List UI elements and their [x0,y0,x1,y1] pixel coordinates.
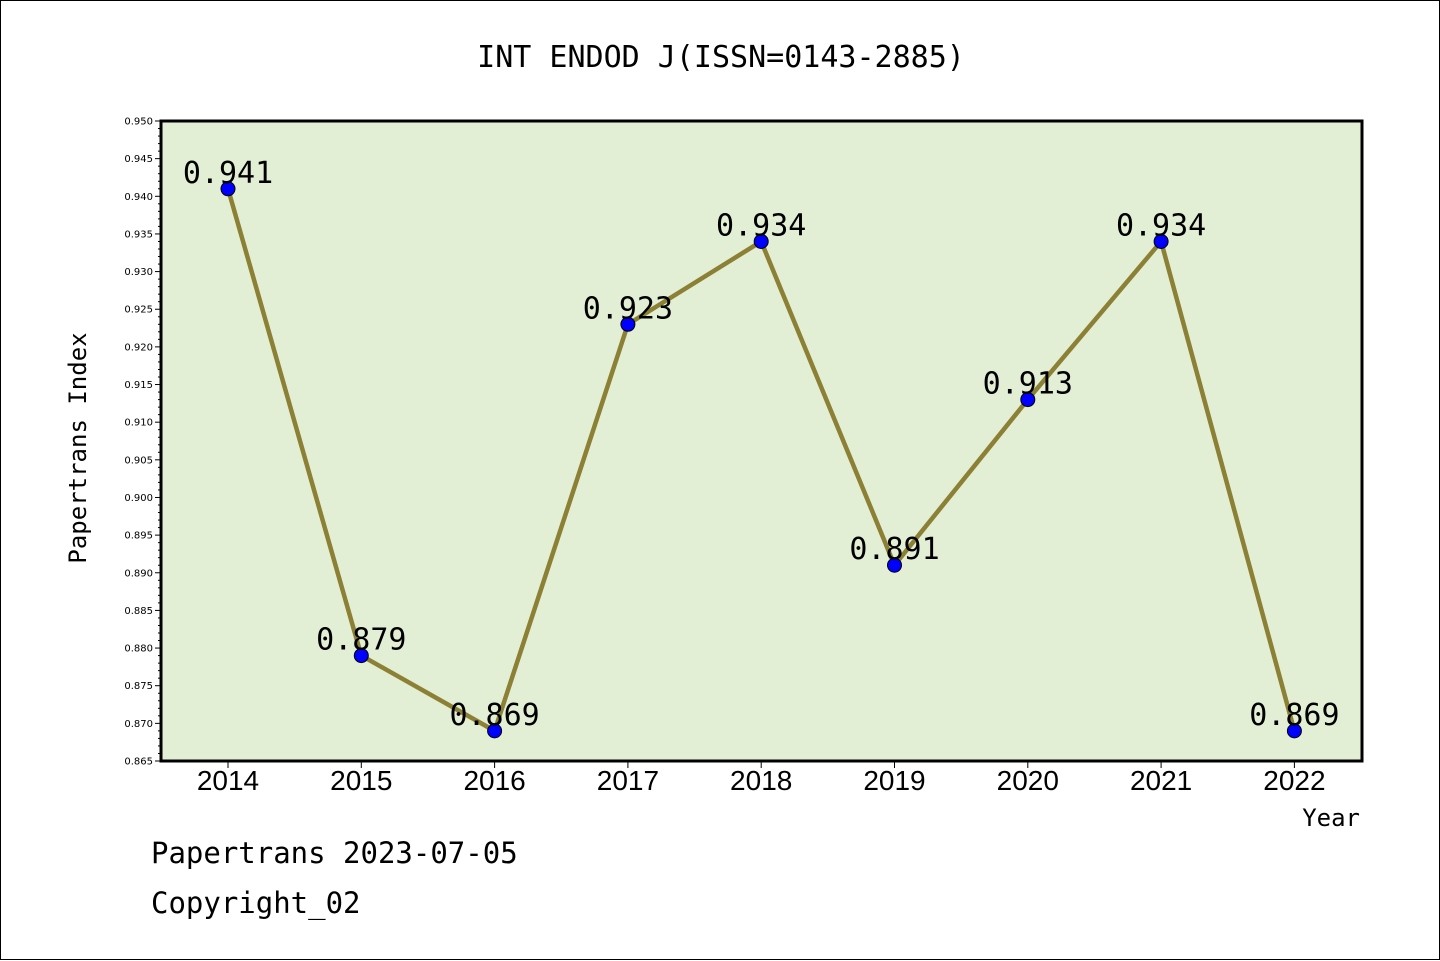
data-label: 0.941 [183,156,273,191]
y-tick-label: 0.865 [124,757,153,768]
x-axis-label: Year [1302,804,1360,832]
data-label: 0.891 [849,532,939,567]
y-tick-label: 0.940 [124,192,153,203]
y-tick-label: 0.875 [124,681,153,692]
data-point [620,316,636,332]
y-tick-label: 0.900 [124,493,153,504]
footer-copyright: Copyright_02 [151,886,361,920]
data-point [1020,392,1036,408]
data-label: 0.869 [449,698,539,733]
y-tick-label: 0.915 [124,380,153,391]
x-tick-label: 2018 [730,765,792,796]
x-tick-label: 2016 [463,765,525,796]
x-tick-label: 2020 [997,765,1059,796]
y-tick-label: 0.905 [124,455,153,466]
y-tick-label: 0.945 [124,154,153,165]
y-axis-label: Papertrans Index [64,332,92,563]
data-point [753,233,769,249]
data-markers [220,181,1302,739]
data-point [1286,723,1302,739]
data-point [353,648,369,664]
data-label: 0.934 [1116,208,1206,243]
data-point [220,181,236,197]
x-tick-label: 2019 [863,765,925,796]
y-tick-label: 0.935 [124,229,153,240]
x-tick-label: 2022 [1263,765,1325,796]
x-tick-label: 2017 [597,765,659,796]
y-tick-label: 0.885 [124,606,153,617]
y-tick-label: 0.870 [124,719,153,730]
y-tick-label: 0.930 [124,267,153,278]
y-tick-label: 0.910 [124,418,153,429]
y-tick-label: 0.920 [124,342,153,353]
data-point [1153,233,1169,249]
chart-title: INT ENDOD J(ISSN=0143-2885) [477,40,965,75]
data-label: 0.879 [316,623,406,658]
data-point [887,557,902,573]
x-tick-label: 2015 [330,765,392,796]
y-tick-label: 0.890 [124,568,153,579]
data-label: 0.913 [983,367,1073,402]
data-labels: 0.941 0.879 0.869 0.923 0.934 0.891 0.913 0.934… [183,156,1340,733]
y-tick-label: 0.895 [124,531,153,542]
y-tick-label: 0.950 [124,117,153,128]
data-label: 0.869 [1249,698,1339,733]
data-label: 0.934 [716,208,806,243]
x-axis-ticks: 2014 2015 2016 2017 2018 2019 2020 2021 2022 [197,761,1326,796]
x-tick-label: 2021 [1130,765,1192,796]
data-point [487,723,503,739]
y-axis-ticks: 0.865 0.870 0.875 0.880 0.885 0.890 0.895 0.900… [124,117,161,768]
y-tick-label: 0.880 [124,644,153,655]
footer-date: Papertrans 2023-07-05 [151,836,518,870]
data-label: 0.923 [583,291,673,326]
x-tick-label: 2014 [197,765,259,796]
y-tick-label: 0.925 [124,305,153,316]
